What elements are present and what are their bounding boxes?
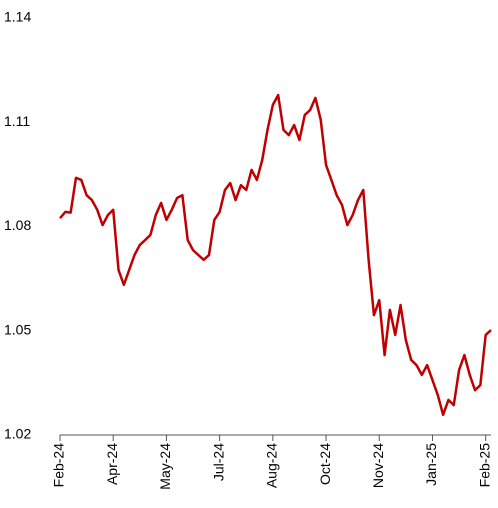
y-tick-label: 1.05 bbox=[4, 321, 31, 337]
x-tick-label: Feb-25 bbox=[476, 443, 492, 488]
line bbox=[59, 93, 492, 417]
x-tick-label: Oct-24 bbox=[317, 443, 333, 485]
y-tick-label: 1.14 bbox=[4, 9, 31, 25]
x-tick-label: Apr-24 bbox=[104, 443, 120, 485]
x-tick-label: Jan-25 bbox=[423, 443, 439, 486]
y-tick-label: 1.08 bbox=[4, 217, 31, 233]
y-tick-label: 1.11 bbox=[4, 113, 30, 129]
x-tick-label: May-24 bbox=[157, 443, 173, 490]
x-tick-label: Aug-24 bbox=[264, 443, 280, 488]
x-tick-label: Nov-24 bbox=[370, 443, 386, 488]
x-tick-label: Jul-24 bbox=[210, 443, 226, 481]
y-tick-label: 1.02 bbox=[4, 426, 31, 442]
x-tick-label: Feb-24 bbox=[51, 443, 67, 488]
